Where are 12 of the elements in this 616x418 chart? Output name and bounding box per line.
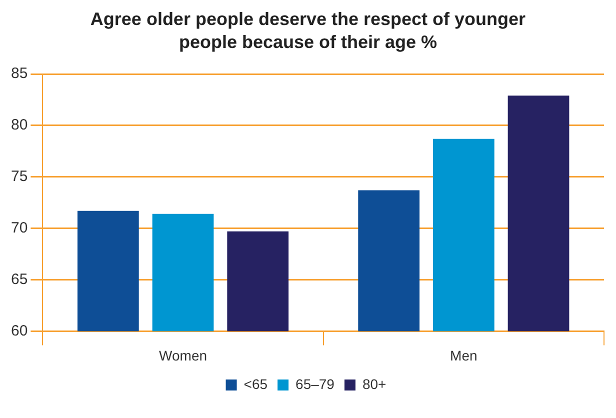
y-tick-label: 70 [10, 219, 28, 236]
x-tick-label: Men [450, 347, 478, 364]
y-tick-label: 75 [10, 168, 28, 186]
x-tick-label: Women [159, 347, 208, 364]
chart-title: Agree older people deserve the respect of younger people because of their age % [89, 8, 527, 54]
legend-label: <65 [244, 376, 268, 392]
y-tick-label: 80 [10, 116, 28, 134]
legend-label: 65–79 [296, 376, 335, 392]
legend-label: 80+ [362, 376, 386, 392]
y-tick-label: 60 [10, 322, 28, 340]
y-tick-label: 85 [10, 65, 28, 82]
y-tick-label: 65 [10, 270, 28, 288]
